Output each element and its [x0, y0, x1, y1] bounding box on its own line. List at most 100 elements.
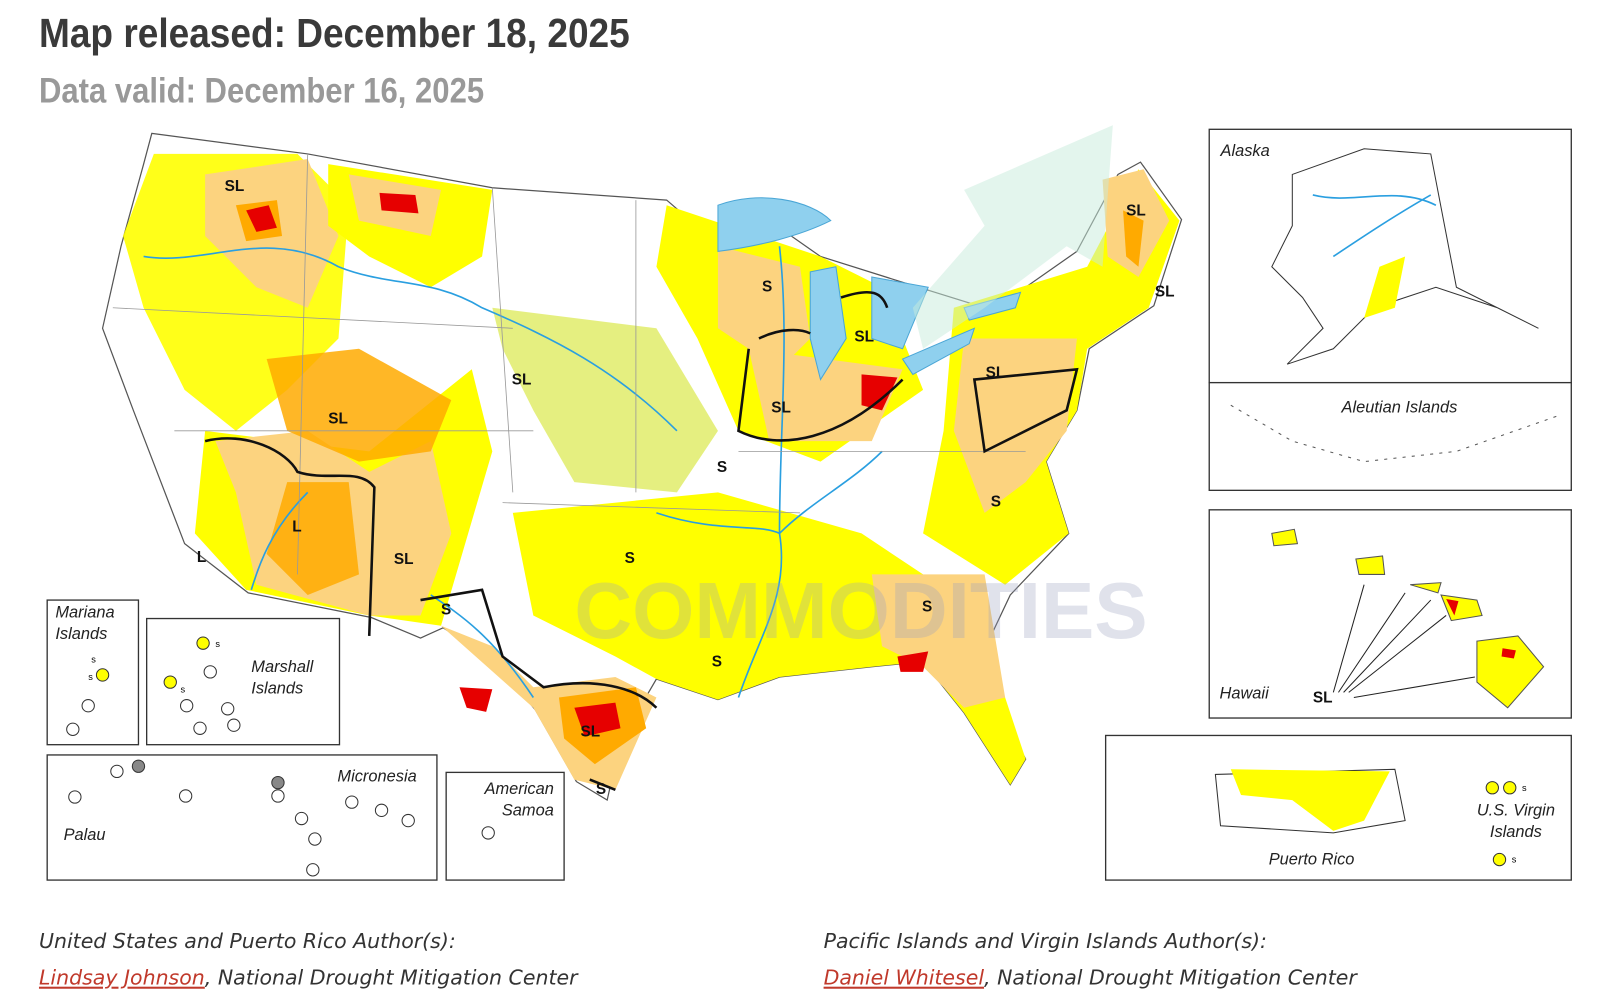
- lake-huron: [871, 276, 929, 350]
- subtitle: Data valid: December 16, 2025: [39, 72, 484, 111]
- river: [143, 246, 883, 698]
- impact-label: S: [991, 494, 1001, 511]
- island: [221, 702, 235, 716]
- author-link[interactable]: Lindsay Johnson: [39, 966, 205, 990]
- puerto-rico-inset: Puerto Rico s s U.S. Virgin Islands: [1104, 734, 1572, 881]
- alaska-inset: Alaska Aleutian Islands: [1208, 128, 1572, 491]
- inset-label: Hawaii: [1219, 685, 1270, 703]
- drought-d3: [861, 374, 898, 411]
- drought-d1: [953, 338, 1077, 513]
- state-line: [112, 153, 1026, 575]
- island: [308, 832, 322, 846]
- us-map: COMMODITIES SL SL SL S SL SL SL SL SL S …: [101, 125, 1183, 802]
- impact-label: S: [712, 654, 722, 671]
- inset-label: American Samoa: [484, 780, 554, 820]
- inset-label: Aleutian Islands: [1341, 398, 1458, 416]
- island: [271, 789, 285, 803]
- impact-label: L: [197, 549, 206, 566]
- inset-label: Marshall Islands: [251, 658, 314, 698]
- island: [110, 764, 124, 779]
- drought-d3: [897, 651, 929, 672]
- small-label: s: [215, 639, 220, 649]
- small-label: s: [1512, 855, 1517, 865]
- island: [203, 665, 217, 679]
- island: [66, 722, 80, 736]
- drought-d3: [459, 687, 493, 712]
- island: [345, 795, 359, 809]
- pacific-insets: Mariana Islands s Marshall Islands s s Mic…: [46, 599, 565, 881]
- island: [163, 675, 177, 689]
- impact-label: L: [292, 518, 301, 535]
- inset-label: U.S. Virgin Islands: [1477, 801, 1555, 841]
- island: [178, 789, 193, 803]
- river: [1312, 194, 1437, 258]
- island: [1271, 528, 1545, 709]
- abnormally-dry: [492, 307, 718, 493]
- impact-label: SL: [1155, 283, 1175, 300]
- inset-label: Alaska: [1220, 142, 1270, 160]
- author-line: Lindsay Johnson, National Drought Mitiga…: [39, 966, 579, 990]
- impact-label: SL: [1313, 690, 1333, 707]
- impact-label: SL: [1126, 202, 1146, 219]
- title: Map released: December 18, 2025: [39, 10, 630, 56]
- island: [481, 826, 495, 840]
- author-heading: Pacific Islands and Virgin Islands Autho…: [824, 929, 1267, 953]
- impact-label: SL: [854, 329, 874, 346]
- pointer-line: [1332, 584, 1475, 699]
- impact-label: S: [441, 601, 451, 618]
- lake-superior: [717, 197, 832, 252]
- inset-box: [1208, 381, 1572, 491]
- watermark-arrow: [912, 125, 1113, 349]
- drought-d3: [379, 192, 419, 214]
- island: [374, 803, 389, 817]
- impact-label: S: [762, 278, 772, 295]
- small-label: s: [181, 684, 186, 694]
- hawaii-inset: Hawaii SL: [1208, 509, 1572, 719]
- drought-d1: [717, 246, 811, 370]
- lake-michigan: [809, 266, 847, 381]
- watermark: COMMODITIES: [574, 566, 1147, 655]
- inset-box: [445, 771, 565, 881]
- island: [193, 721, 207, 735]
- inset-label: Mariana Islands: [55, 604, 114, 644]
- inset-box: [146, 617, 341, 746]
- impact-label: SL: [771, 399, 791, 416]
- drought-d0: [1364, 256, 1406, 319]
- inset-box: [46, 599, 140, 746]
- island: [401, 813, 415, 828]
- aleutian-chain: [1230, 404, 1560, 463]
- drought-d1: [871, 574, 1006, 708]
- small-label: s: [1522, 783, 1527, 793]
- impact-label: SL: [581, 723, 601, 740]
- inset-label: Micronesia: [337, 768, 416, 786]
- impact-label: S: [717, 459, 727, 476]
- impact-label: S: [625, 550, 635, 567]
- island: [81, 699, 95, 713]
- inset-box: [46, 754, 438, 881]
- impact-label: SL: [986, 365, 1006, 382]
- island: [1492, 852, 1507, 867]
- island: [95, 668, 110, 682]
- island: [1503, 781, 1517, 795]
- island: [131, 759, 146, 773]
- drought-d0: [512, 492, 1026, 785]
- small-label: s: [91, 655, 96, 665]
- drought-d2: [266, 482, 359, 595]
- island: [227, 718, 241, 732]
- drought-d2: [1123, 210, 1144, 267]
- drought-d0: [1230, 769, 1390, 831]
- impact-label: SL: [394, 551, 414, 568]
- impact-label: SL: [225, 178, 245, 195]
- island: [196, 636, 210, 650]
- authors: United States and Puerto Rico Author(s):…: [39, 929, 1358, 990]
- impact-label: SL: [328, 411, 348, 428]
- drought-d3: [246, 205, 277, 232]
- author-heading: United States and Puerto Rico Author(s):: [39, 929, 456, 953]
- author-link[interactable]: Daniel Whitesel: [824, 966, 985, 990]
- drought-d1: [748, 348, 903, 442]
- small-label: s: [88, 672, 93, 682]
- island: [68, 790, 82, 804]
- impact-label: SL: [512, 372, 532, 389]
- island: [180, 699, 194, 713]
